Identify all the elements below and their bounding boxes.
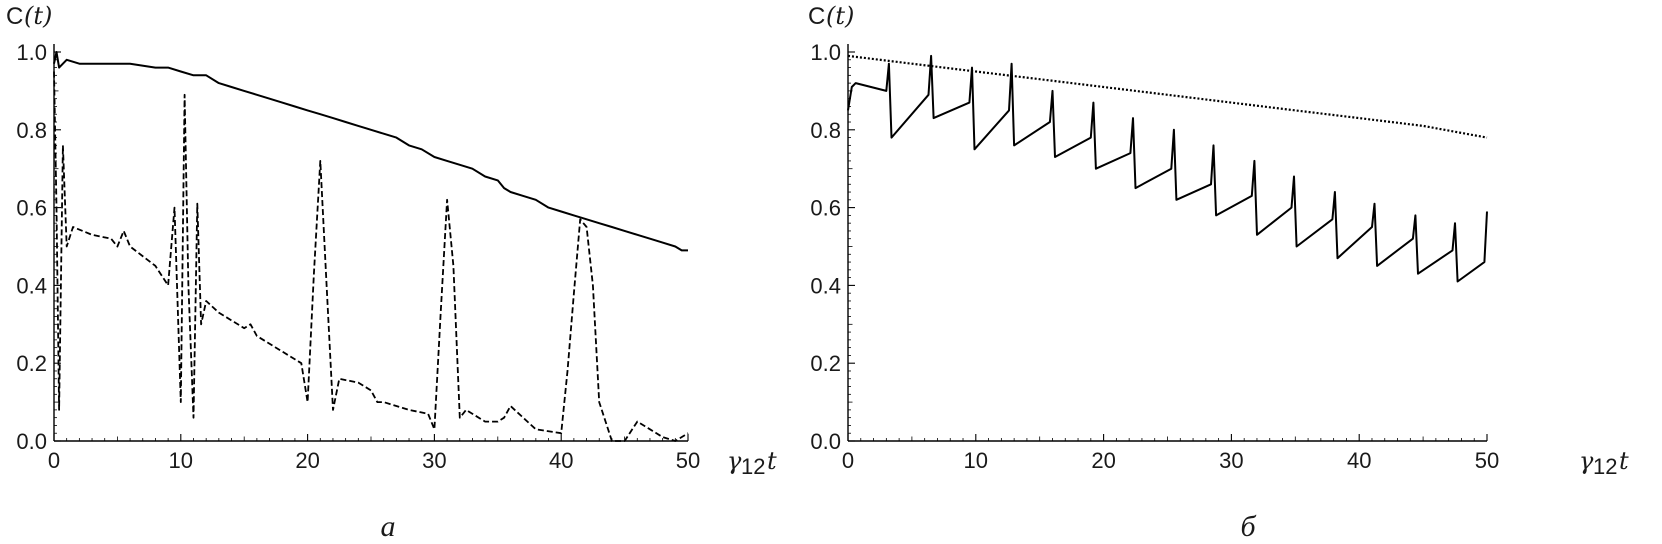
x-axis-label-a: γ 12 t <box>727 447 777 479</box>
y-tick-label-b: 0.4 <box>810 273 841 298</box>
y-tick-label-a: 1.0 <box>16 40 47 65</box>
x-axis-label-a-subscript: 12 <box>741 454 765 479</box>
y-tick-label-b: 0.6 <box>810 196 841 221</box>
x-tick-label-a: 50 <box>676 448 700 473</box>
x-axis-label-b: γ 12 t <box>1579 447 1629 479</box>
panel-label-a: а <box>381 510 396 543</box>
x-tick-label-b: 30 <box>1219 448 1243 473</box>
x-tick-label-b: 40 <box>1347 448 1371 473</box>
x-tick-label-a: 10 <box>169 448 193 473</box>
x-axis-label-a-symbol: γ <box>727 447 742 475</box>
series-line-a-2 <box>53 71 689 442</box>
x-axis-label-b-subscript: 12 <box>1593 454 1617 479</box>
y-tick-label-b: 0.8 <box>810 118 841 143</box>
series-line-a-1 <box>53 51 688 252</box>
x-tick-label-a: 20 <box>295 448 319 473</box>
x-tick-label-b: 50 <box>1475 448 1499 473</box>
x-axis-label-a-variable: t <box>767 447 777 475</box>
x-tick-label-a: 40 <box>549 448 573 473</box>
x-axis-label-b-variable: t <box>1619 447 1629 475</box>
y-tick-label-a: 0.0 <box>16 429 47 454</box>
y-axis-label-b: C (t) <box>808 2 854 30</box>
y-tick-label-a: 0.8 <box>16 118 47 143</box>
y-axis-label-a-arg: (t) <box>24 2 52 30</box>
y-tick-label-a: 0.4 <box>16 273 47 298</box>
y-axis-label-b-arg: (t) <box>826 2 854 30</box>
chart-panel-a: C (t) γ 12 t а 0 10 20 30 40 50 0.0 0.2 0.4 0.6 0.… <box>6 2 777 543</box>
x-tick-label-b: 20 <box>1091 448 1115 473</box>
chart-panel-b: C (t) γ 12 t б 0 10 20 30 40 50 0.0 0.2 0.4 0.6 0.… <box>808 2 1629 543</box>
y-tick-label-b: 1.0 <box>810 40 841 65</box>
y-axis-label-b-base: C <box>808 3 825 30</box>
y-axis-label-a-base: C <box>6 3 23 30</box>
y-tick-label-a: 0.6 <box>16 196 47 221</box>
y-tick-label-b: 0.0 <box>810 429 841 454</box>
series-line-b-1 <box>847 54 1488 139</box>
x-tick-label-a: 30 <box>422 448 446 473</box>
series-line-b-2 <box>847 54 1488 283</box>
x-tick-label-b: 10 <box>964 448 988 473</box>
y-axis-label-a: C (t) <box>6 2 52 30</box>
panel-label-b: б <box>1240 510 1256 543</box>
x-tick-label-a: 0 <box>48 448 60 473</box>
x-tick-label-b: 0 <box>842 448 854 473</box>
y-tick-label-a: 0.2 <box>16 351 47 376</box>
y-tick-label-b: 0.2 <box>810 351 841 376</box>
x-axis-label-b-symbol: γ <box>1579 447 1594 475</box>
